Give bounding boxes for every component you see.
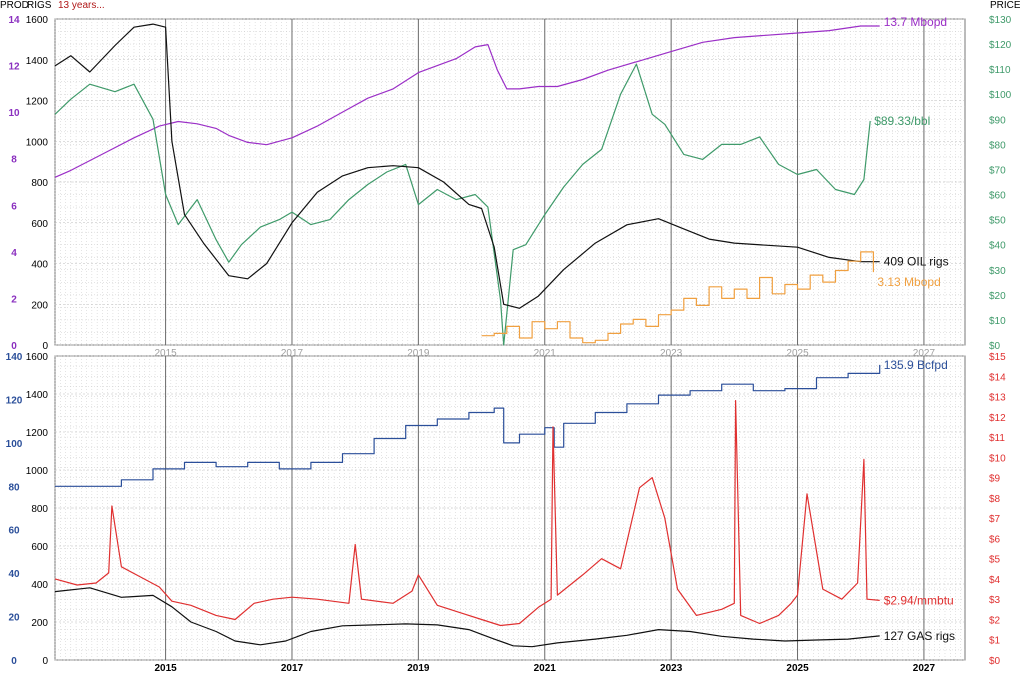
gas-price-tick-label: $10	[989, 453, 1006, 464]
oil-prod-tick-label: 0	[11, 341, 17, 352]
gas-rigs-tick-label: 1000	[26, 466, 49, 477]
gas-series-bcfpd	[55, 364, 881, 487]
gas-price-tick-label: $0	[989, 656, 1001, 667]
oil-rigs-tick-label: 0	[42, 341, 48, 352]
gas-end-label-mmbtu: $2.94/mmbtu	[884, 593, 954, 607]
oil-end-label-bbl: $89.33/bbl	[874, 114, 930, 128]
oil-prod-tick-label: 14	[8, 15, 20, 26]
gas-prod-tick-label: 40	[8, 569, 20, 580]
oil-rigs-tick-label: 400	[31, 260, 48, 271]
oil-price-tick-label: $100	[989, 90, 1012, 101]
gas-price-tick-label: $5	[989, 555, 1001, 566]
gas-price-tick-label: $2	[989, 615, 1001, 626]
oil-price-tick-label: $70	[989, 165, 1006, 176]
oil-price-tick-label: $50	[989, 216, 1006, 227]
gas-price-tick-label: $6	[989, 534, 1001, 545]
oil-rigs-tick-label: 800	[31, 178, 48, 189]
oil-end-label-oil-rigs: 409 OIL rigs	[884, 255, 949, 269]
gas-x-tick-label: 2021	[534, 663, 557, 674]
oil-price-tick-label: $90	[989, 115, 1006, 126]
oil-series-mbopd	[54, 25, 880, 178]
oil-x-tick-label: 2019	[407, 348, 430, 359]
gas-price-tick-label: $15	[989, 352, 1006, 363]
price-axis-header: PRICE	[990, 0, 1020, 11]
gas-rigs-tick-label: 1600	[26, 352, 49, 363]
oil-end-label-mbopd: 13.7 Mbopd	[884, 15, 947, 29]
gas-x-tick-label: 2019	[407, 663, 430, 674]
gas-rigs-tick-label: 1200	[26, 428, 49, 439]
gas-price-tick-label: $4	[989, 575, 1001, 586]
oil-price-tick-label: $30	[989, 266, 1006, 277]
oil-x-tick-label: 2021	[534, 348, 557, 359]
gas-price-tick-label: $3	[989, 595, 1001, 606]
oil-series-oil-rigs	[54, 23, 880, 309]
oil-price-tick-label: $120	[989, 40, 1012, 51]
gas-end-label-bcfpd: 135.9 Bcfpd	[884, 358, 948, 372]
oil-prod-tick-label: 6	[11, 201, 17, 212]
gas-price-tick-label: $8	[989, 494, 1001, 505]
oil-price-tick-label: $40	[989, 241, 1006, 252]
oil-prod-tick-label: 8	[11, 155, 17, 166]
gas-rigs-tick-label: 200	[31, 618, 48, 629]
gas-panel: 2015 2017 2019 2021 2023 2025 2027020040060080…	[6, 352, 1006, 674]
oil-series-mbopd-secondary	[481, 251, 874, 344]
gas-price-tick-label: $14	[989, 372, 1006, 383]
oil-price-tick-label: $0	[989, 341, 1001, 352]
oil-rigs-tick-label: 1000	[26, 137, 49, 148]
gas-rigs-tick-label: 800	[31, 504, 48, 515]
oil-x-tick-label: 2027	[913, 348, 936, 359]
oil-x-tick-label: 2023	[660, 348, 683, 359]
gas-price-tick-label: $7	[989, 514, 1001, 525]
rigs-axis-header: RIGS	[27, 0, 52, 11]
oil-panel: 2015 2017 2019 2021 2023 2025 2027020040060080…	[8, 15, 1011, 359]
gas-prod-tick-label: 20	[8, 613, 20, 624]
oil-prod-tick-label: 10	[8, 108, 20, 119]
gas-x-tick-label: 2025	[786, 663, 809, 674]
gas-price-tick-label: $9	[989, 474, 1001, 485]
oil-rigs-tick-label: 1600	[26, 15, 49, 26]
gas-x-tick-label: 2027	[913, 663, 936, 674]
oil-rigs-tick-label: 1400	[26, 56, 49, 67]
gas-series-mmbtu	[54, 400, 880, 627]
oil-price-tick-label: $130	[989, 15, 1012, 26]
gas-price-tick-label: $11	[989, 433, 1005, 444]
oil-price-tick-label: $10	[989, 316, 1006, 327]
gas-rigs-tick-label: 1400	[26, 390, 49, 401]
oil-price-tick-label: $110	[989, 65, 1011, 76]
gas-price-tick-label: $13	[989, 393, 1006, 404]
oil-price-tick-label: $80	[989, 140, 1006, 151]
gas-rigs-tick-label: 400	[31, 580, 48, 591]
gas-prod-tick-label: 60	[8, 526, 20, 537]
prod-axis-header: PROD	[0, 0, 29, 11]
gas-prod-tick-label: 80	[8, 482, 20, 493]
gas-rigs-tick-label: 0	[42, 656, 48, 667]
gas-end-label-gas-rigs: 127 GAS rigs	[884, 629, 955, 643]
oil-rigs-tick-label: 600	[31, 219, 48, 230]
oil-price-tick-label: $20	[989, 291, 1006, 302]
oil-x-tick-label: 2017	[281, 348, 304, 359]
gas-prod-tick-label: 140	[6, 352, 23, 363]
gas-x-tick-label: 2015	[154, 663, 177, 674]
oil-end-label-mbopd-secondary: 3.13 Mbopd	[877, 275, 940, 289]
gas-price-tick-label: $1	[989, 636, 1001, 647]
oil-rigs-tick-label: 1200	[26, 97, 49, 108]
gas-prod-tick-label: 100	[6, 439, 23, 450]
oil-series-bbl	[54, 63, 871, 346]
oil-rigs-tick-label: 200	[31, 300, 48, 311]
oil-x-tick-label: 2015	[154, 348, 177, 359]
gas-x-tick-label: 2023	[660, 663, 683, 674]
gas-price-tick-label: $12	[989, 413, 1006, 424]
oil-price-tick-label: $60	[989, 191, 1006, 202]
gas-prod-tick-label: 120	[6, 395, 23, 406]
oil-prod-tick-label: 4	[11, 248, 17, 259]
gas-prod-tick-label: 0	[11, 656, 17, 667]
oil-x-tick-label: 2025	[786, 348, 809, 359]
oil-prod-tick-label: 12	[8, 62, 20, 73]
gas-x-tick-label: 2017	[281, 663, 304, 674]
oil-prod-tick-label: 2	[11, 294, 17, 305]
gas-series-gas-rigs	[54, 587, 880, 648]
gas-rigs-tick-label: 600	[31, 542, 48, 553]
period-label: 13 years...	[58, 0, 105, 11]
